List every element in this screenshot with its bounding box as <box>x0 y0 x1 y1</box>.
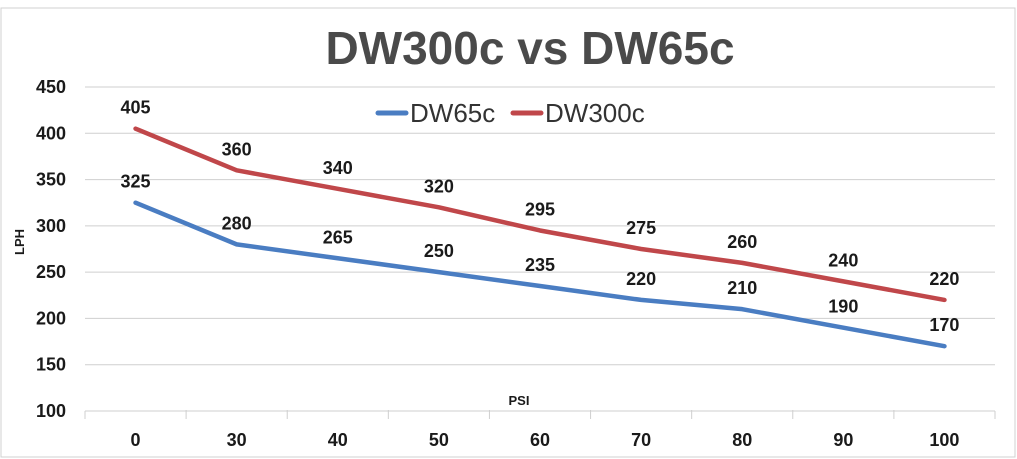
data-label-dw65c: 190 <box>828 297 858 317</box>
data-label-dw300c: 220 <box>929 269 959 289</box>
data-label-dw300c: 360 <box>222 139 252 159</box>
series-line-dw65c <box>133 200 947 349</box>
y-tick-label: 450 <box>36 77 66 97</box>
data-label-dw65c: 220 <box>626 269 656 289</box>
x-tick-label: 0 <box>131 430 141 450</box>
data-labels: 325 280 265 250 235 220 210 190 170 405 360 340 320 2… <box>121 98 960 336</box>
y-tick-label: 250 <box>36 262 66 282</box>
chart-frame <box>0 7 1016 458</box>
data-label-dw300c: 405 <box>121 98 151 118</box>
data-label-dw300c: 260 <box>727 232 757 252</box>
x-axis-label: PSI <box>509 393 530 408</box>
x-tick-label: 50 <box>429 430 449 450</box>
y-tick-label: 100 <box>36 401 66 421</box>
data-label-dw65c: 280 <box>222 213 252 233</box>
x-tick-label: 90 <box>833 430 853 450</box>
data-label-dw300c: 240 <box>828 250 858 270</box>
data-label-dw65c: 325 <box>121 172 151 192</box>
x-axis-ticks: 0 30 40 50 60 70 80 90 100 <box>131 430 960 450</box>
series-line-dw300c <box>133 126 947 303</box>
y-tick-label: 400 <box>36 123 66 143</box>
x-tick-label: 80 <box>732 430 752 450</box>
x-tick-label: 70 <box>631 430 651 450</box>
data-label-dw300c: 275 <box>626 218 656 238</box>
data-label-dw65c: 210 <box>727 278 757 298</box>
data-label-dw65c: 250 <box>424 241 454 261</box>
data-label-dw300c: 295 <box>525 199 555 219</box>
x-tick-label: 100 <box>929 430 959 450</box>
data-label-dw65c: 235 <box>525 255 555 275</box>
series-lines <box>133 126 947 349</box>
y-tick-label: 150 <box>36 355 66 375</box>
x-tick-label: 60 <box>530 430 550 450</box>
y-axis-ticks: 100 150 200 250 300 350 400 450 <box>36 77 66 421</box>
data-label-dw65c: 265 <box>323 227 353 247</box>
data-label-dw300c: 320 <box>424 176 454 196</box>
x-tick-label: 40 <box>328 430 348 450</box>
legend: DW65c DW300c <box>375 98 645 128</box>
data-label-dw65c: 170 <box>929 315 959 335</box>
y-axis-label: LPH <box>12 229 27 255</box>
y-tick-label: 350 <box>36 170 66 190</box>
y-tick-label: 300 <box>36 216 66 236</box>
legend-label-dw300c: DW300c <box>545 98 645 128</box>
data-label-dw300c: 340 <box>323 158 353 178</box>
chart-title: DW300c vs DW65c <box>325 22 734 74</box>
y-tick-label: 200 <box>36 308 66 328</box>
x-tick-label: 30 <box>227 430 247 450</box>
grid-lines <box>84 86 996 419</box>
legend-label-dw65c: DW65c <box>410 98 495 128</box>
